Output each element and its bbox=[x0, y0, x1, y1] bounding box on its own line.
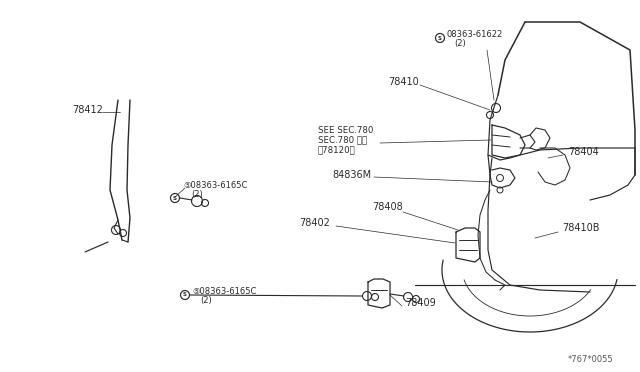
Text: 78410B: 78410B bbox=[562, 223, 600, 233]
Text: S: S bbox=[438, 35, 442, 41]
Text: （78120）: （78120） bbox=[318, 145, 356, 154]
Text: 78412: 78412 bbox=[72, 105, 103, 115]
Text: 78402: 78402 bbox=[299, 218, 330, 228]
Text: 08363-61622: 08363-61622 bbox=[447, 29, 503, 38]
Text: SEE SEC.780: SEE SEC.780 bbox=[318, 125, 373, 135]
Text: 78404: 78404 bbox=[568, 147, 599, 157]
Text: ⑤08363-6165C: ⑤08363-6165C bbox=[183, 180, 248, 189]
Text: 78409: 78409 bbox=[405, 298, 436, 308]
Text: 78410: 78410 bbox=[388, 77, 419, 87]
Text: (2): (2) bbox=[200, 296, 212, 305]
Text: *767*0055: *767*0055 bbox=[568, 356, 614, 365]
Text: ⑤08363-6165C: ⑤08363-6165C bbox=[192, 286, 257, 295]
Text: (2): (2) bbox=[191, 189, 203, 199]
Text: 78408: 78408 bbox=[372, 202, 403, 212]
Text: SEC.780 参照: SEC.780 参照 bbox=[318, 135, 367, 144]
Text: S: S bbox=[173, 196, 177, 201]
Text: S: S bbox=[183, 292, 187, 298]
Text: 84836M: 84836M bbox=[332, 170, 371, 180]
Text: (2): (2) bbox=[454, 38, 466, 48]
